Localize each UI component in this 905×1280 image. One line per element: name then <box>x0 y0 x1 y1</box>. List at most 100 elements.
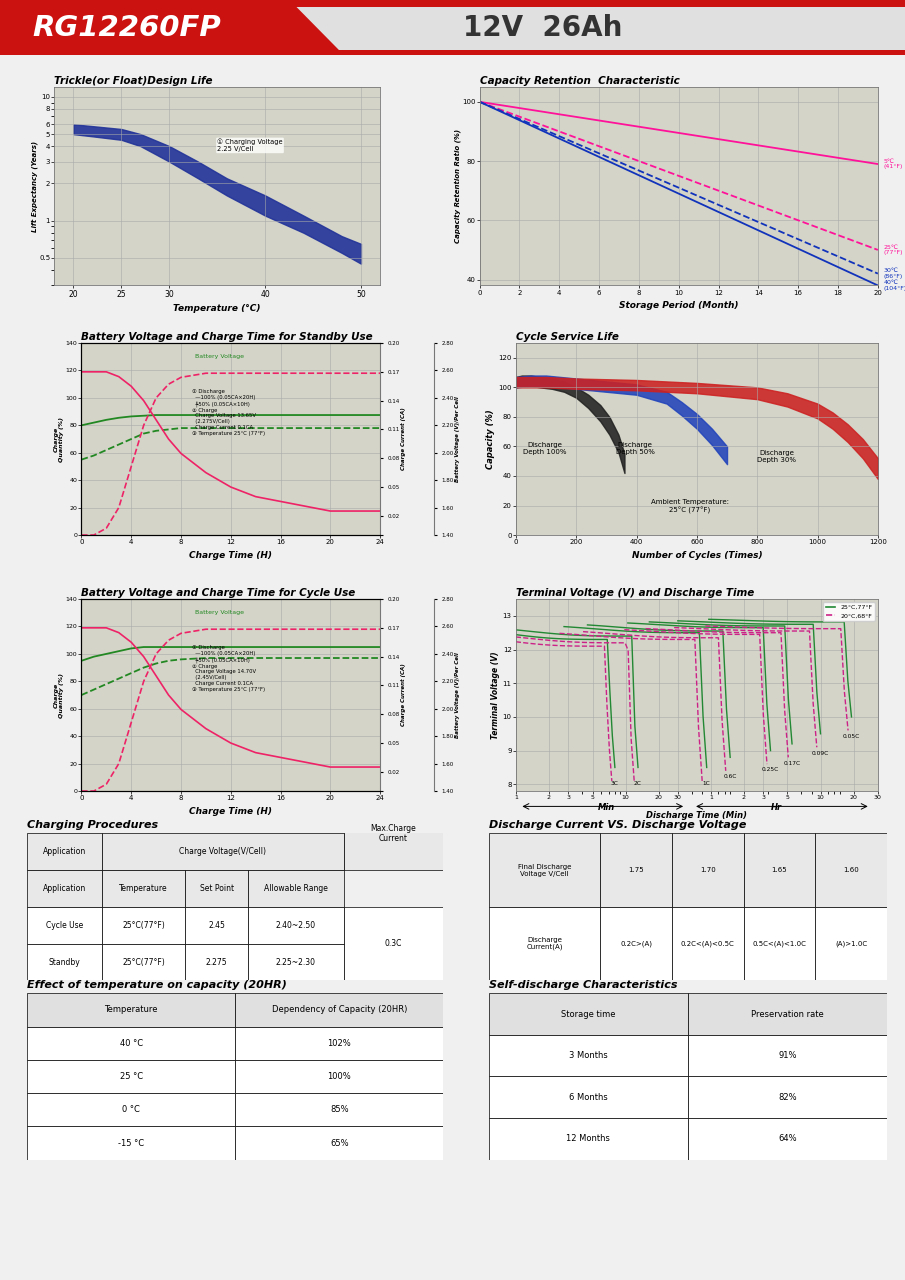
Y-axis label: Battery Voltage (V)/Per Cell: Battery Voltage (V)/Per Cell <box>455 653 460 737</box>
Text: Discharge
Depth 30%: Discharge Depth 30% <box>757 451 796 463</box>
Text: Final Discharge
Voltage V/Cell: Final Discharge Voltage V/Cell <box>518 864 571 877</box>
Legend: 25°C,77°F, 20°C,68°F: 25°C,77°F, 20°C,68°F <box>824 602 875 621</box>
Text: 6 Months: 6 Months <box>569 1093 607 1102</box>
Bar <box>235 1126 443 1160</box>
Bar <box>600 908 672 980</box>
Bar <box>27 870 102 908</box>
Text: (A)>1.0C: (A)>1.0C <box>835 941 867 947</box>
Bar <box>688 993 887 1034</box>
Bar <box>27 1027 235 1060</box>
Bar <box>27 1126 235 1160</box>
Y-axis label: Capacity (%): Capacity (%) <box>486 410 495 468</box>
Text: Temperature: Temperature <box>104 1005 158 1015</box>
Bar <box>27 833 102 870</box>
Bar <box>27 1093 235 1126</box>
Text: 0.3C: 0.3C <box>385 940 402 948</box>
Bar <box>688 1034 887 1076</box>
Text: Charging Procedures: Charging Procedures <box>27 820 158 831</box>
Bar <box>744 833 815 908</box>
Y-axis label: Lift Expectancy (Years): Lift Expectancy (Years) <box>31 141 38 232</box>
Text: Discharge Time (Min): Discharge Time (Min) <box>646 812 748 820</box>
Text: 2.40~2.50: 2.40~2.50 <box>276 920 316 929</box>
Text: Battery Voltage: Battery Voltage <box>195 611 244 616</box>
Text: -15 °C: -15 °C <box>119 1138 144 1148</box>
Bar <box>102 943 186 980</box>
Bar <box>235 1060 443 1093</box>
Text: 0.05C: 0.05C <box>843 733 860 739</box>
Text: 0.17C: 0.17C <box>784 760 801 765</box>
Text: 0.5C<(A)<1.0C: 0.5C<(A)<1.0C <box>752 941 806 947</box>
Bar <box>344 796 443 870</box>
Text: 1.70: 1.70 <box>700 867 716 873</box>
Bar <box>102 833 344 870</box>
Bar <box>186 943 248 980</box>
Y-axis label: Charge Current (CA): Charge Current (CA) <box>402 407 406 471</box>
Bar <box>235 1027 443 1060</box>
Text: Application: Application <box>43 847 86 856</box>
Y-axis label: Capacity Retention Ratio (%): Capacity Retention Ratio (%) <box>454 129 461 243</box>
Text: Preservation rate: Preservation rate <box>751 1010 824 1019</box>
Bar <box>744 908 815 980</box>
Text: 1.60: 1.60 <box>843 867 859 873</box>
Text: 1.75: 1.75 <box>628 867 643 873</box>
Text: 2.45: 2.45 <box>208 920 225 929</box>
Text: Charge Voltage(V/Cell): Charge Voltage(V/Cell) <box>179 847 266 856</box>
Text: Discharge
Depth 100%: Discharge Depth 100% <box>523 443 567 456</box>
Text: Discharge
Current(A): Discharge Current(A) <box>526 937 563 951</box>
Text: 0.2C<(A)<0.5C: 0.2C<(A)<0.5C <box>681 941 735 947</box>
Text: Discharge
Depth 50%: Discharge Depth 50% <box>616 443 654 456</box>
Y-axis label: Terminal Voltage (V): Terminal Voltage (V) <box>491 652 500 739</box>
Y-axis label: Battery Voltage (V)/Per Cell: Battery Voltage (V)/Per Cell <box>455 397 460 481</box>
Polygon shape <box>0 0 344 55</box>
Text: 30℃
(86°F): 30℃ (86°F) <box>884 269 903 279</box>
Text: 3C: 3C <box>611 781 619 786</box>
Bar <box>235 1093 443 1126</box>
Y-axis label: Charge
Quantity (%): Charge Quantity (%) <box>53 416 64 462</box>
Text: Battery Voltage: Battery Voltage <box>195 355 244 360</box>
Text: 0.2C>(A): 0.2C>(A) <box>620 941 652 947</box>
Bar <box>489 1076 688 1119</box>
Text: 2.275: 2.275 <box>205 957 227 966</box>
Bar <box>688 1076 887 1119</box>
Bar <box>688 1119 887 1160</box>
Text: Max.Charge
Current: Max.Charge Current <box>371 823 416 844</box>
Bar <box>489 908 600 980</box>
Text: 82%: 82% <box>778 1093 796 1102</box>
Bar <box>27 906 102 943</box>
Text: Discharge Current VS. Discharge Voltage: Discharge Current VS. Discharge Voltage <box>489 820 746 831</box>
Text: 0.25C: 0.25C <box>762 768 779 772</box>
Text: ① Discharge
  —100% (0.05CA×20H)
  ╄50% (0.05CA×10H)
② Charge
  Charge Voltage 1: ① Discharge —100% (0.05CA×20H) ╄50% (0.0… <box>192 645 265 691</box>
Text: Capacity Retention  Characteristic: Capacity Retention Characteristic <box>480 77 680 86</box>
Text: 65%: 65% <box>330 1138 348 1148</box>
Text: Storage time: Storage time <box>561 1010 615 1019</box>
Text: ① Charging Voltage
2.25 V/Cell: ① Charging Voltage 2.25 V/Cell <box>217 138 283 152</box>
X-axis label: Charge Time (H): Charge Time (H) <box>189 806 272 815</box>
X-axis label: Temperature (°C): Temperature (°C) <box>174 305 261 314</box>
Text: Battery Voltage and Charge Time for Standby Use: Battery Voltage and Charge Time for Stan… <box>81 333 373 342</box>
Text: 25 °C: 25 °C <box>119 1071 143 1082</box>
Text: Hr: Hr <box>771 804 782 813</box>
Bar <box>600 833 672 908</box>
Bar <box>489 1034 688 1076</box>
Bar <box>672 908 744 980</box>
Text: Temperature: Temperature <box>119 884 168 893</box>
Bar <box>248 906 344 943</box>
Bar <box>186 906 248 943</box>
Text: 64%: 64% <box>778 1134 796 1143</box>
Text: 12V  26Ah: 12V 26Ah <box>463 14 623 41</box>
Text: 1C: 1C <box>703 781 710 786</box>
Text: 2C: 2C <box>634 781 642 786</box>
Bar <box>102 870 186 908</box>
Text: 0.09C: 0.09C <box>812 750 829 755</box>
Text: Ambient Temperature:
25°C (77°F): Ambient Temperature: 25°C (77°F) <box>651 499 729 513</box>
Bar <box>489 1119 688 1160</box>
Text: Trickle(or Float)Design Life: Trickle(or Float)Design Life <box>54 77 213 86</box>
Bar <box>27 993 235 1027</box>
Text: Standby: Standby <box>49 957 81 966</box>
Text: 40℃
(104°F): 40℃ (104°F) <box>884 280 905 291</box>
Text: Terminal Voltage (V) and Discharge Time: Terminal Voltage (V) and Discharge Time <box>516 589 754 598</box>
Y-axis label: Charge
Quantity (%): Charge Quantity (%) <box>53 672 64 718</box>
Text: Min: Min <box>597 804 615 813</box>
Text: RG12260FP: RG12260FP <box>33 14 221 41</box>
Y-axis label: Charge Current (CA): Charge Current (CA) <box>402 663 406 727</box>
